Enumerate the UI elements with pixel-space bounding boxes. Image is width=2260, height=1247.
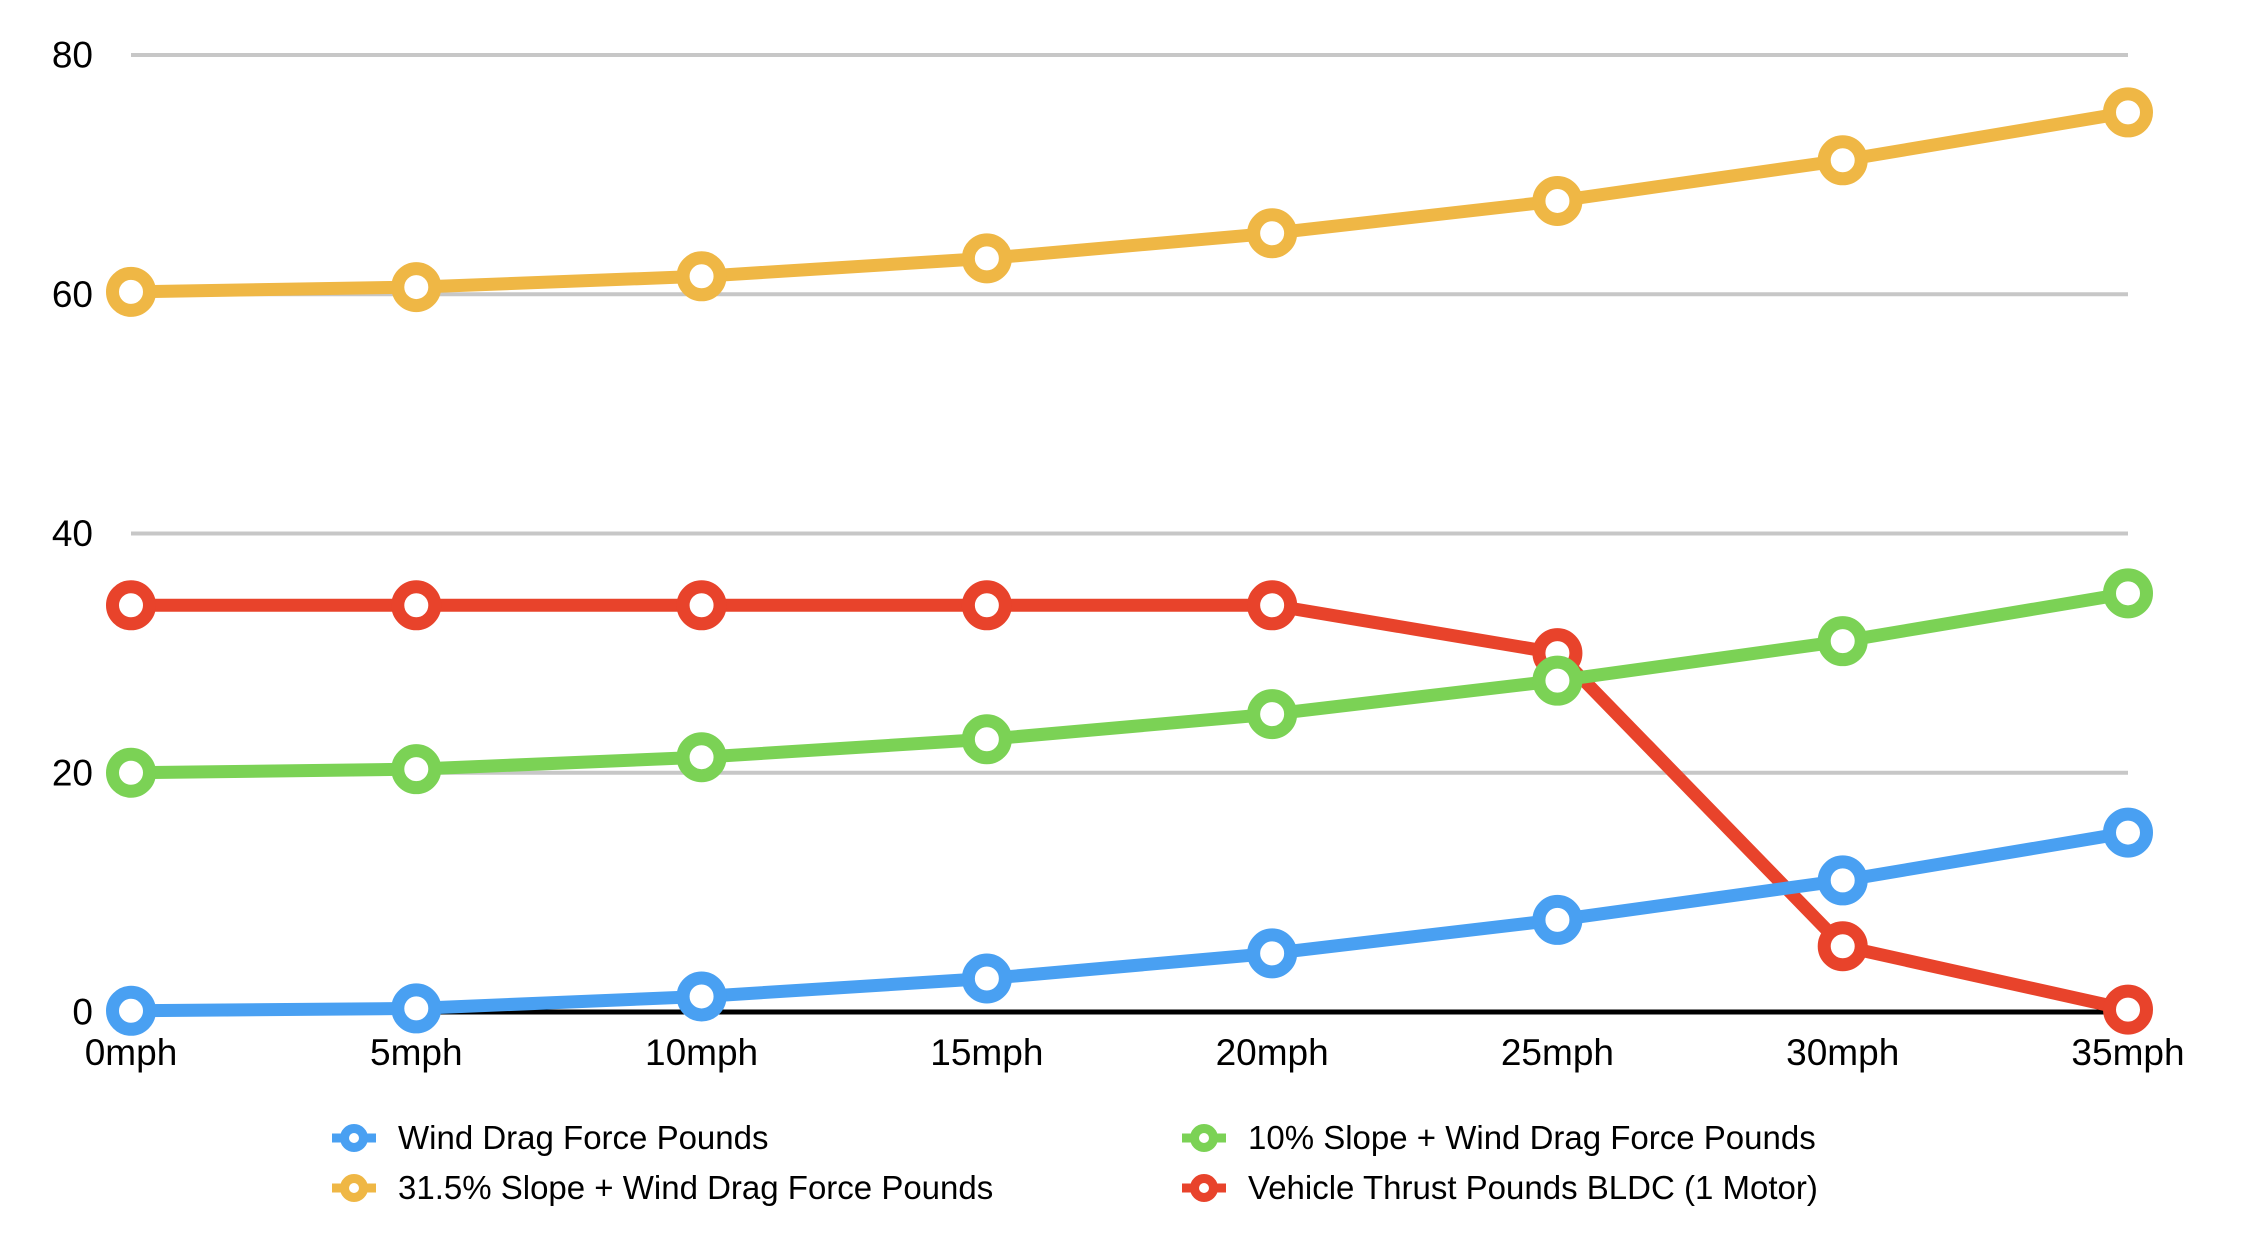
data-point-marker bbox=[391, 580, 442, 631]
data-point-marker bbox=[2103, 568, 2153, 619]
data-point-marker bbox=[961, 233, 1012, 284]
data-point-marker bbox=[1247, 928, 1298, 979]
data-point-marker bbox=[961, 714, 1012, 765]
data-point-marker bbox=[106, 266, 156, 317]
legend-label: Wind Drag Force Pounds bbox=[398, 1119, 769, 1156]
data-point-marker bbox=[1817, 135, 1868, 186]
series-line bbox=[124, 105, 2135, 299]
x-tick-label: 10mph bbox=[645, 1032, 758, 1073]
y-tick-label: 60 bbox=[52, 274, 93, 315]
data-point-marker bbox=[106, 985, 156, 1036]
data-point-marker bbox=[1817, 921, 1868, 972]
x-tick-label: 0mph bbox=[85, 1032, 178, 1073]
x-tick-label: 15mph bbox=[930, 1032, 1043, 1073]
series-line bbox=[124, 598, 2135, 1017]
line-marker-icon bbox=[1182, 1174, 1226, 1202]
legend-column-left: Wind Drag Force Pounds 31.5% Slope + Win… bbox=[332, 1115, 993, 1211]
y-tick-label: 40 bbox=[52, 513, 93, 554]
series-line bbox=[124, 826, 2135, 1018]
legend-item-31-5-slope: 31.5% Slope + Wind Drag Force Pounds bbox=[332, 1165, 993, 1211]
data-point-marker bbox=[106, 580, 156, 631]
data-point-marker bbox=[106, 747, 156, 798]
data-point-marker bbox=[676, 971, 727, 1022]
y-tick-label: 0 bbox=[72, 992, 93, 1033]
data-point-marker bbox=[1532, 175, 1583, 226]
x-tick-label: 25mph bbox=[1501, 1032, 1614, 1073]
line-marker-icon bbox=[1182, 1124, 1226, 1152]
data-point-marker bbox=[2103, 87, 2153, 138]
data-point-marker bbox=[1247, 580, 1298, 631]
x-tick-label: 5mph bbox=[370, 1032, 463, 1073]
chart-legend: Wind Drag Force Pounds 31.5% Slope + Win… bbox=[0, 1115, 2260, 1225]
y-tick-label: 80 bbox=[52, 35, 93, 76]
legend-item-wind-drag: Wind Drag Force Pounds bbox=[332, 1115, 993, 1161]
x-tick-label: 30mph bbox=[1786, 1032, 1899, 1073]
data-point-marker bbox=[961, 953, 1012, 1004]
data-point-marker bbox=[1247, 208, 1298, 259]
line-chart-plot: 0 20 40 60 80 0mph 5mph 10mph 15mph 20mph 25mph 30m… bbox=[52, 35, 2185, 1074]
data-point-marker bbox=[2103, 984, 2153, 1035]
legend-item-10-slope: 10% Slope + Wind Drag Force Pounds bbox=[1182, 1115, 1818, 1161]
data-point-marker bbox=[391, 983, 442, 1034]
data-point-marker bbox=[961, 580, 1012, 631]
y-tick-label: 20 bbox=[52, 752, 93, 793]
data-point-marker bbox=[2103, 807, 2153, 858]
x-tick-label: 35mph bbox=[2071, 1032, 2184, 1073]
legend-label: Vehicle Thrust Pounds BLDC (1 Motor) bbox=[1248, 1169, 1818, 1206]
legend-column-right: 10% Slope + Wind Drag Force Pounds Vehic… bbox=[1182, 1115, 1818, 1211]
data-point-marker bbox=[1247, 689, 1298, 740]
data-point-marker bbox=[676, 251, 727, 302]
data-point-marker bbox=[391, 262, 442, 313]
series-line bbox=[124, 586, 2135, 780]
data-point-marker bbox=[1532, 655, 1583, 706]
data-point-marker bbox=[676, 580, 727, 631]
data-point-marker bbox=[1817, 855, 1868, 906]
legend-label: 31.5% Slope + Wind Drag Force Pounds bbox=[398, 1169, 994, 1206]
data-point-marker bbox=[391, 744, 442, 795]
x-tick-label: 20mph bbox=[1216, 1032, 1329, 1073]
data-point-marker bbox=[1532, 894, 1583, 945]
legend-label: 10% Slope + Wind Drag Force Pounds bbox=[1248, 1119, 1816, 1156]
data-point-marker bbox=[676, 732, 727, 783]
line-marker-icon bbox=[332, 1174, 376, 1202]
legend-item-vehicle-thrust: Vehicle Thrust Pounds BLDC (1 Motor) bbox=[1182, 1165, 1818, 1211]
data-point-marker bbox=[1817, 616, 1868, 667]
line-marker-icon bbox=[332, 1124, 376, 1152]
